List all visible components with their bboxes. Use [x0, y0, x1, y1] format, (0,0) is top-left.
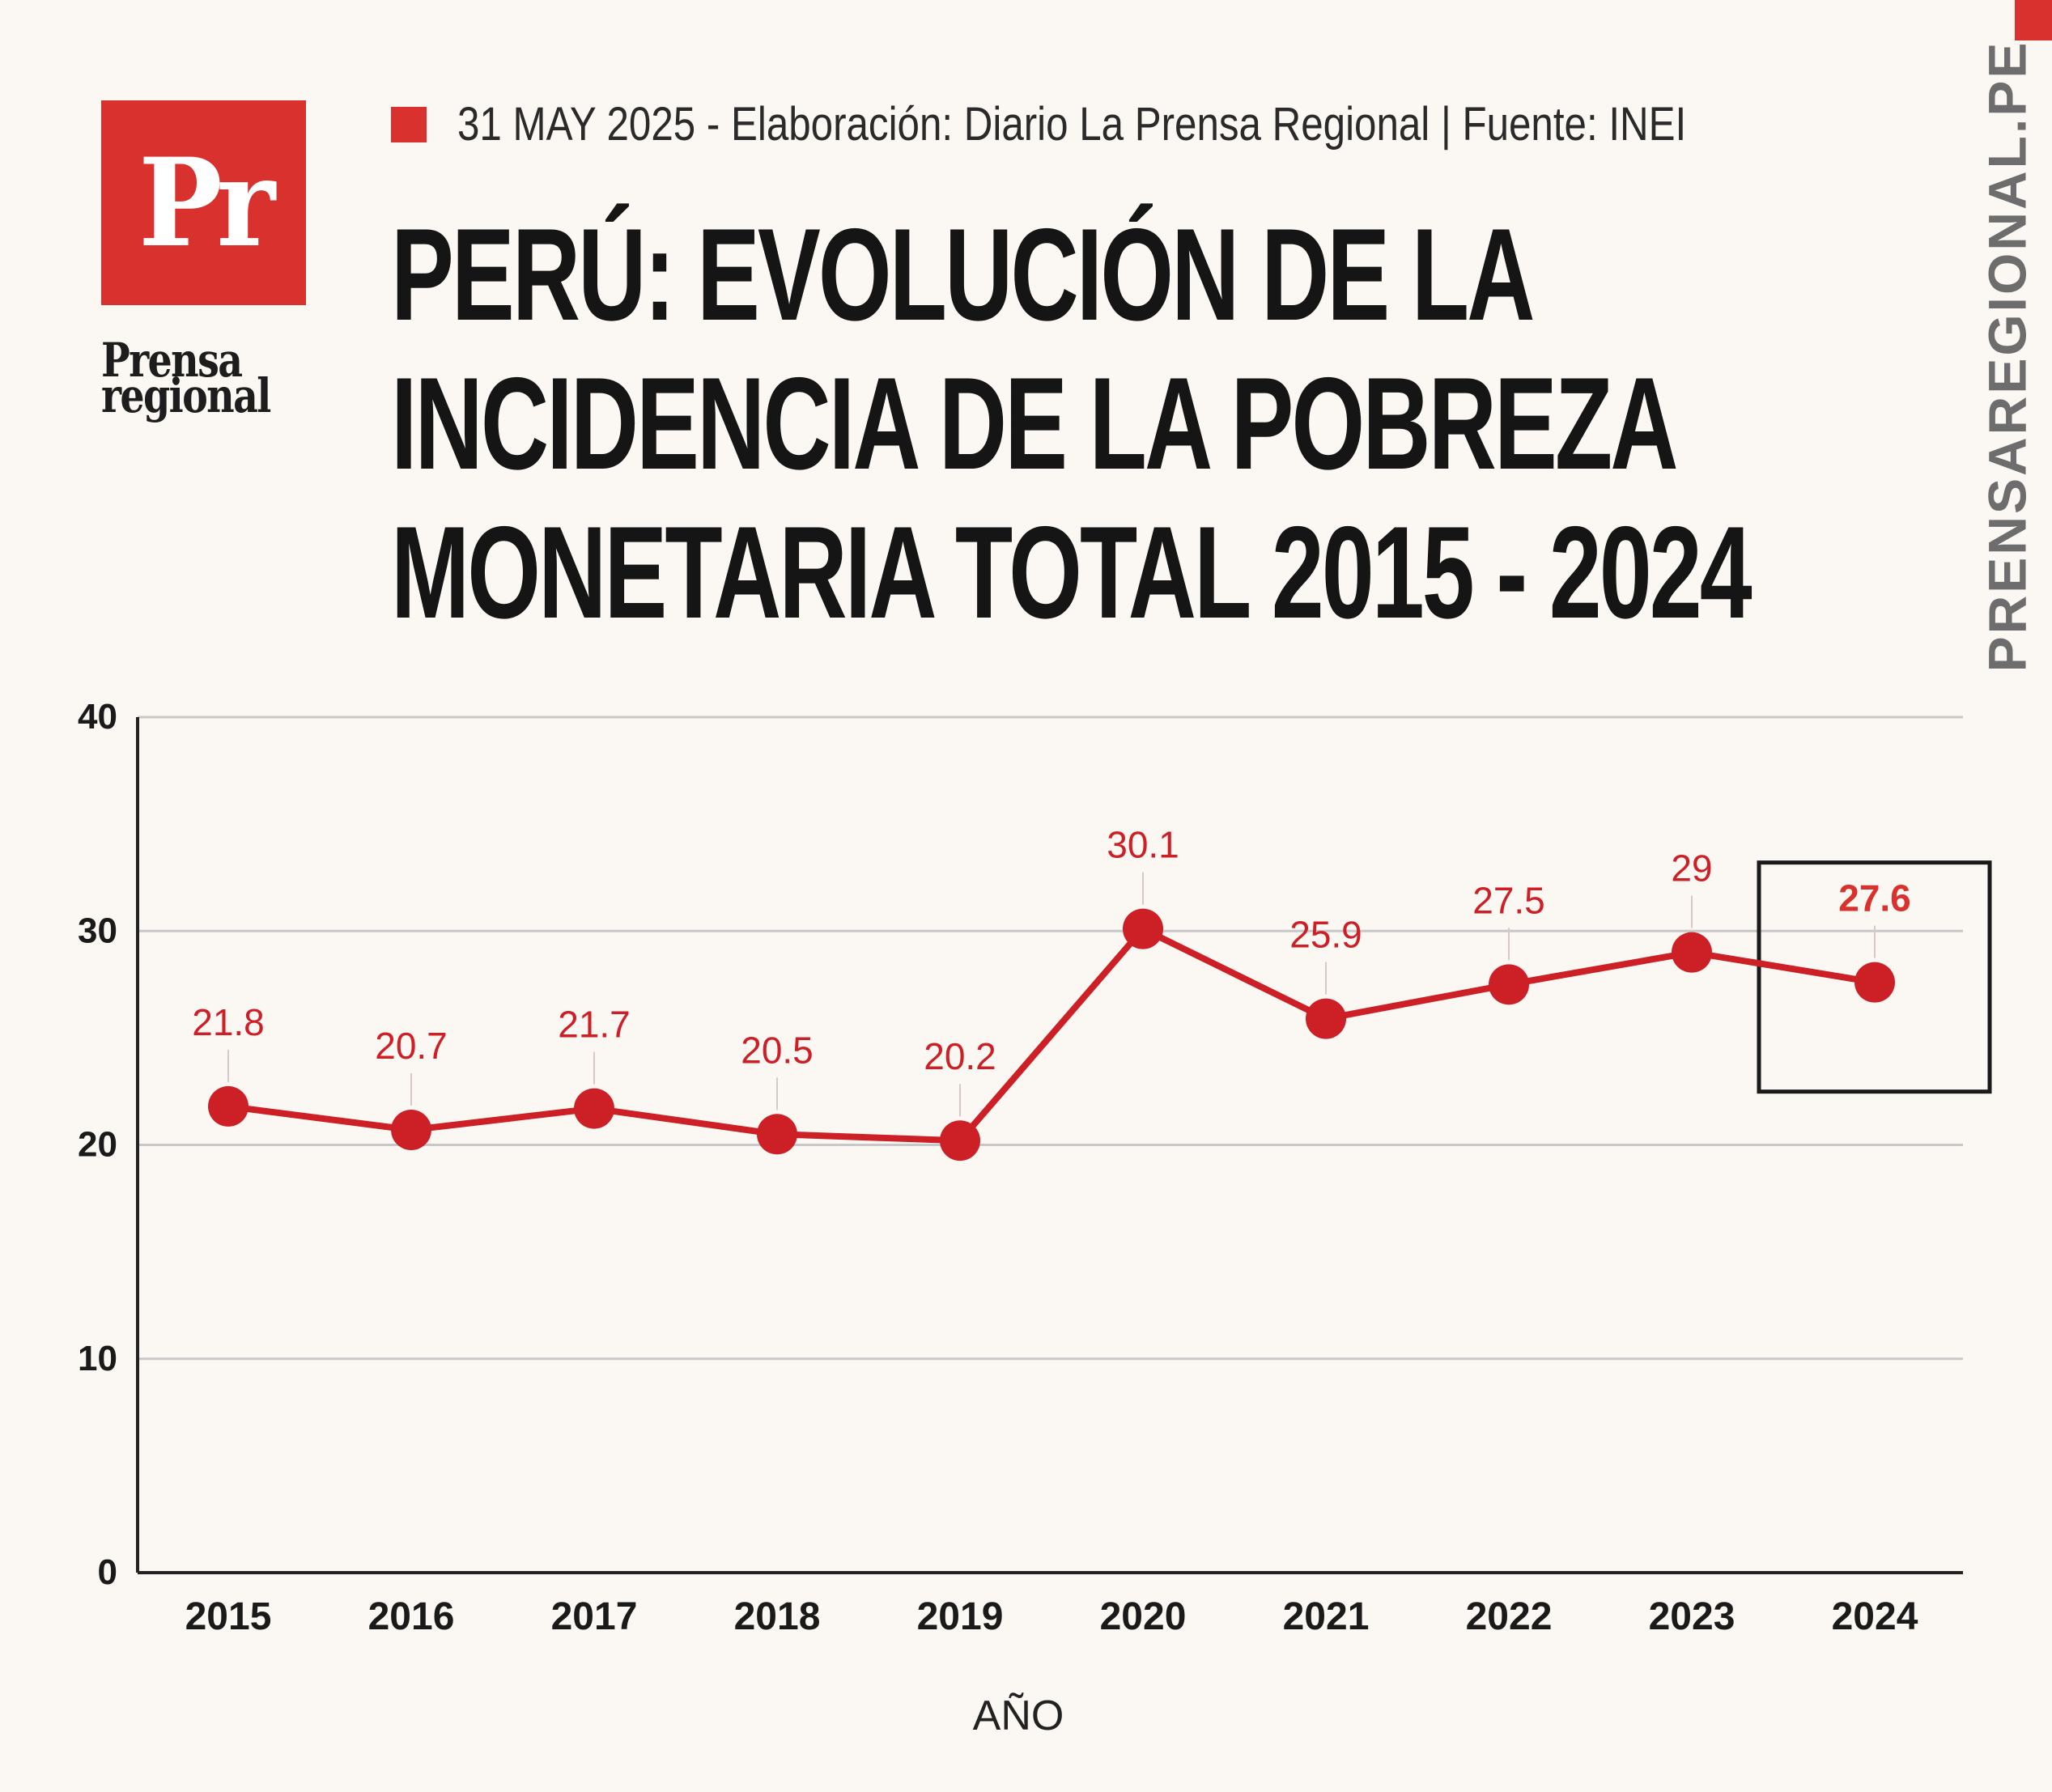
data-point: [940, 1120, 980, 1161]
corner-accent-tab: [2015, 0, 2052, 40]
highlight-box: [1757, 860, 1992, 1094]
data-point: [1489, 964, 1529, 1005]
logo-word-regional: regional: [101, 368, 271, 423]
data-label: 21.8: [192, 1001, 265, 1043]
x-tick-label: 2024: [1832, 1595, 1918, 1638]
title-line: PERÚ: EVOLUCIÓN DE LA: [391, 202, 1535, 348]
data-point: [391, 1110, 431, 1151]
brand-logo: Pr: [101, 100, 306, 305]
x-tick-label: 2018: [734, 1595, 821, 1638]
x-tick-label: 2019: [917, 1595, 1004, 1638]
data-point: [1672, 932, 1712, 973]
y-tick-label: 30: [78, 911, 117, 950]
data-point: [208, 1085, 249, 1127]
data-label: 20.2: [924, 1035, 996, 1077]
y-tick-label: 40: [78, 697, 117, 737]
meta-line: 31 MAY 2025 - Elaboración: Diario La Pre…: [391, 97, 1903, 151]
highlight-box-group: [1757, 860, 1992, 1094]
series: 21.8 20.7 21.7 20.5 20.2 30.1 25.9 27.5 29 27.6: [192, 824, 1911, 1161]
title-line: INCIDENCIA DE LA POBREZA: [391, 350, 1679, 497]
axis-labels: 0 10 20 30 40 2015 2016 2017 2018 2019 2020 2021 202…: [78, 697, 1918, 1739]
x-axis-title: AÑO: [973, 1692, 1064, 1739]
x-tick-label: 2020: [1100, 1595, 1187, 1638]
logo-word-prensa: Prensa: [101, 333, 243, 388]
x-tick-label: 2015: [185, 1595, 272, 1638]
y-tick-label: 20: [78, 1125, 117, 1165]
data-label: 20.7: [375, 1025, 448, 1067]
y-tick-label: 10: [78, 1339, 117, 1378]
data-label: 20.5: [741, 1029, 814, 1071]
data-point: [1854, 962, 1895, 1003]
x-tick-label: 2021: [1283, 1595, 1370, 1638]
gridlines: [138, 716, 1963, 1361]
axes: [136, 717, 1963, 1574]
logo-mark: Pr: [138, 131, 275, 274]
x-tick-label: 2023: [1649, 1595, 1735, 1638]
data-label: 21.7: [558, 1004, 631, 1046]
data-label: 25.9: [1289, 914, 1362, 956]
data-point: [1123, 908, 1163, 949]
data-label: 29: [1671, 847, 1712, 890]
x-tick-label: 2017: [551, 1595, 638, 1638]
series-line: [227, 925, 1876, 1144]
meta-bullet: [391, 106, 427, 142]
x-tick-label: 2016: [368, 1595, 455, 1638]
meta-text: 31 MAY 2025 - Elaboración: Diario La Pre…: [457, 98, 1687, 151]
y-tick-label: 0: [98, 1552, 117, 1592]
data-label: 27.6: [1838, 877, 1911, 919]
data-label: 27.5: [1472, 879, 1545, 921]
data-point: [574, 1088, 614, 1129]
data-label: 30.1: [1107, 824, 1179, 866]
data-point: [757, 1114, 797, 1155]
x-tick-label: 2022: [1466, 1595, 1553, 1638]
data-point: [1306, 998, 1346, 1039]
